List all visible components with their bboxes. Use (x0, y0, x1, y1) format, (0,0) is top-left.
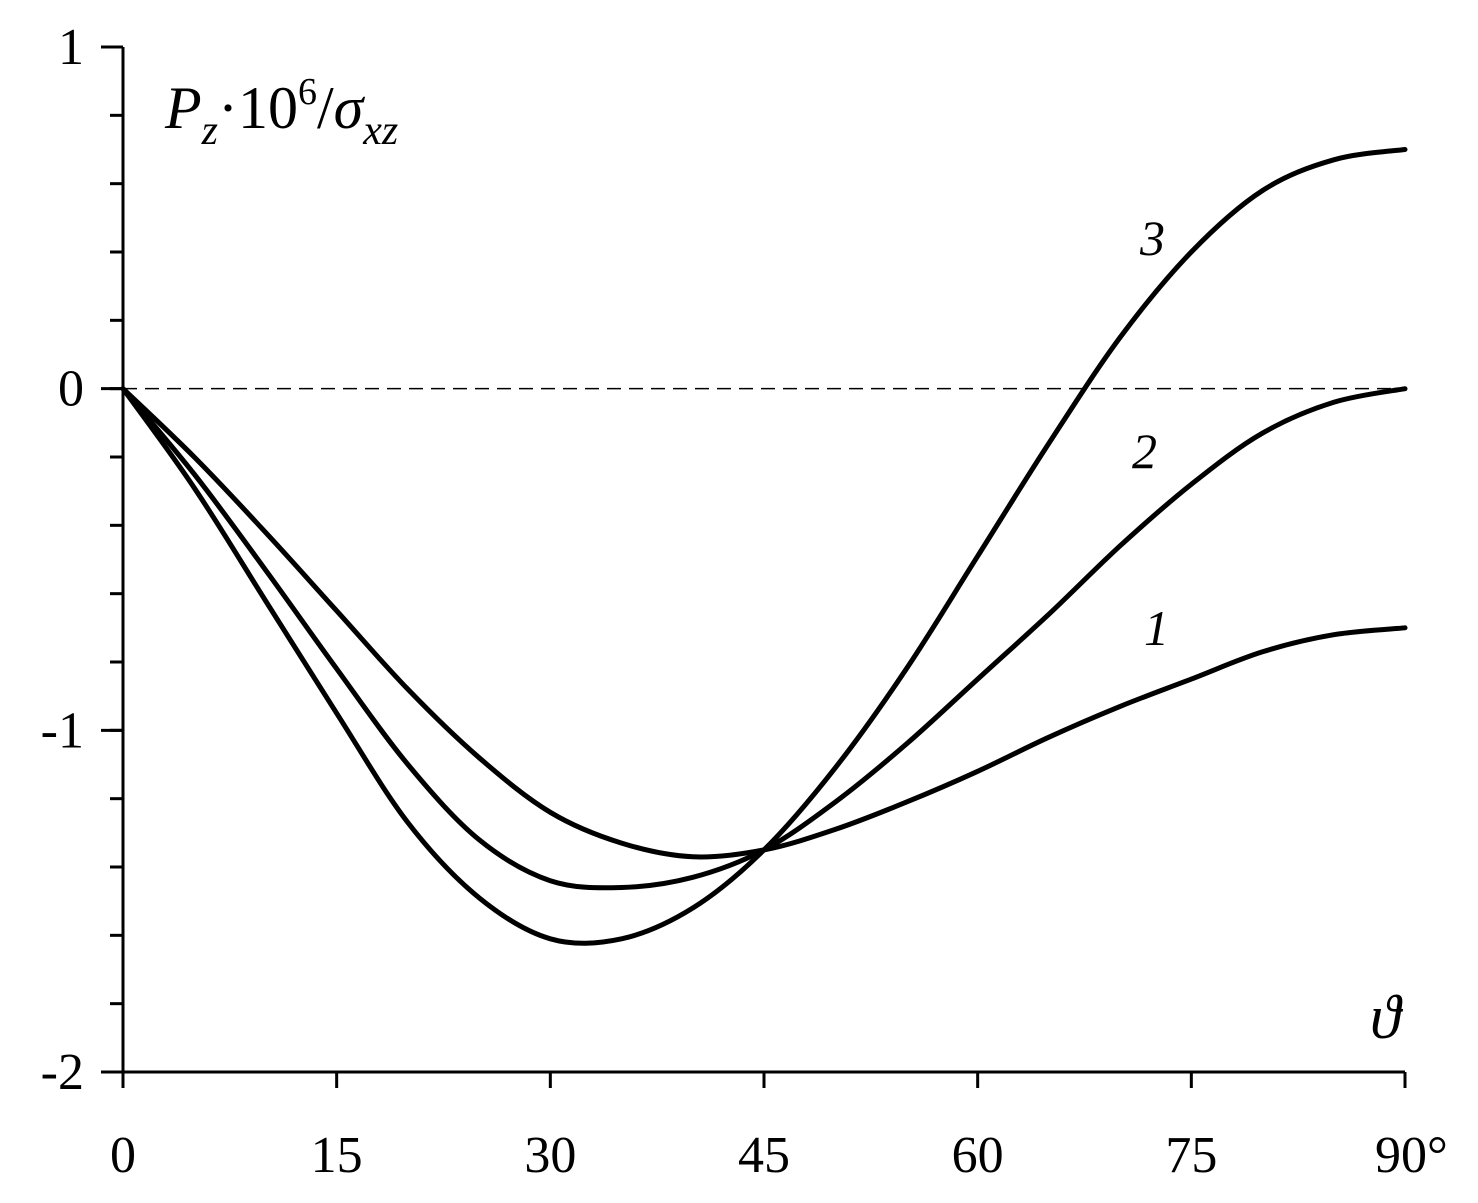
y-tick-label: 1 (58, 19, 84, 76)
y-tick-label: -2 (41, 1044, 84, 1101)
curve-label-2: 2 (1132, 423, 1157, 479)
y-tick-label: -1 (41, 702, 84, 759)
x-tick-label: 30 (524, 1127, 576, 1184)
x-tick-label: 90° (1375, 1127, 1448, 1184)
curve-label-1: 1 (1144, 600, 1169, 656)
series-line-3 (120, 147, 1408, 946)
curve-label-3: 3 (1139, 210, 1165, 266)
series-line-1 (120, 386, 1408, 860)
y-tick-label: 0 (58, 361, 84, 418)
x-axis-title: ϑ (1370, 984, 1404, 1052)
x-tick-label: 0 (110, 1127, 136, 1184)
x-tick-label: 15 (311, 1127, 363, 1184)
y-axis-title: Pz·106/σxz (164, 71, 398, 154)
x-tick-label: 60 (952, 1127, 1004, 1184)
x-tick-label: 75 (1165, 1127, 1217, 1184)
series-line-2 (120, 386, 1408, 891)
x-tick-label: 45 (738, 1127, 790, 1184)
